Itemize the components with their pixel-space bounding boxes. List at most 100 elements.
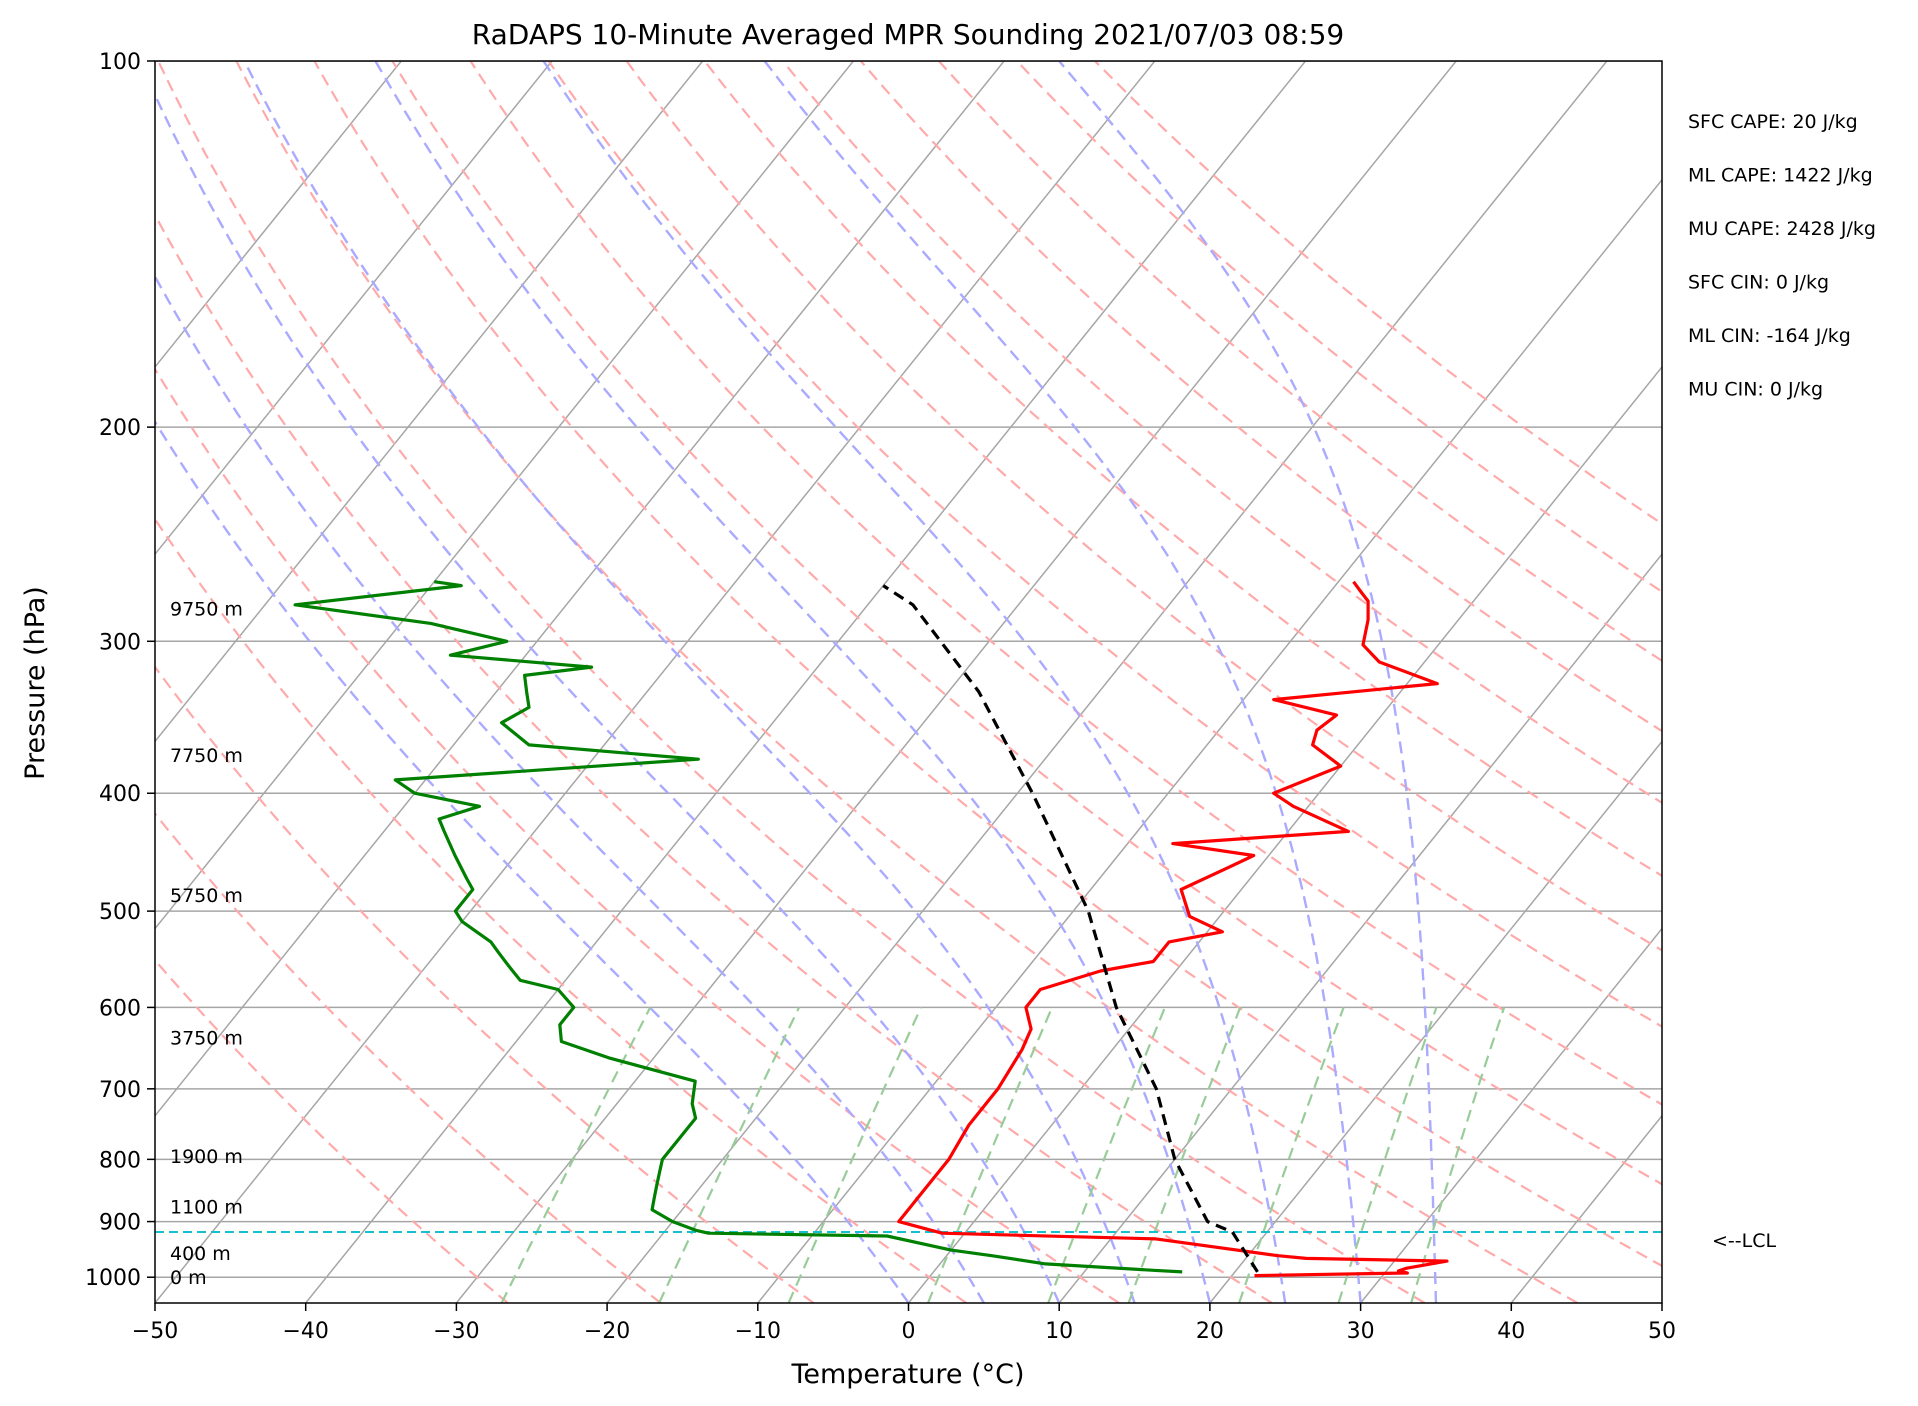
x-tick-label: 20 [1196, 1319, 1224, 1344]
y-tick-label: 900 [99, 1211, 141, 1236]
isotherm-line [455, 61, 1457, 1303]
isotherm-line [1510, 1114, 1662, 1303]
y-tick-label: 200 [99, 416, 141, 441]
moist-adiabat-line [155, 274, 985, 1303]
moist-adiabat-line [374, 61, 1212, 1303]
stability-indices: SFC CAPE: 20 J/kg ML CAPE: 1422 J/kg MU CA… [1688, 111, 1876, 401]
dry-adiabat-line [155, 212, 1273, 1303]
plot-area [155, 61, 1662, 1303]
isotherm-line [757, 178, 1662, 1303]
stat-line: ML CIN: -164 J/kg [1688, 325, 1851, 347]
dry-adiabat-line [1016, 61, 1662, 594]
mixing-ratio-line [1238, 1007, 1345, 1303]
height-label: 400 m [170, 1243, 231, 1265]
isobar-grid [155, 61, 1662, 1278]
moist-adiabats [155, 61, 1438, 1303]
stat-line: SFC CIN: 0 J/kg [1688, 272, 1829, 294]
isotherm-line [606, 61, 1608, 1303]
y-axis-ticks: 100 200 300 400 500 600 700 800 900 1000 [85, 50, 155, 1291]
x-tick-label: 0 [902, 1319, 916, 1344]
y-tick-label: 1000 [85, 1266, 141, 1291]
isotherm-line [155, 61, 704, 743]
x-tick-label: 30 [1347, 1319, 1375, 1344]
dry-adiabat-line [235, 61, 1579, 1303]
mixing-ratio-lines [500, 1006, 1506, 1303]
stat-line: MU CIN: 0 J/kg [1688, 379, 1823, 401]
dry-adiabat-line [625, 61, 1662, 952]
x-tick-label: 10 [1045, 1319, 1073, 1344]
x-tick-label: 40 [1497, 1319, 1525, 1344]
y-axis-label: Pressure (hPa) [20, 586, 51, 780]
mixing-ratio-line [1047, 1006, 1166, 1303]
parcel-profile-line [882, 584, 1259, 1273]
mixing-ratio-line [1410, 1007, 1506, 1303]
isotherm-line [155, 61, 553, 556]
isotherm-line [907, 365, 1662, 1303]
dry-adiabat-line [781, 61, 1662, 805]
x-axis-ticks: −50 −40 −30 −20 −10 0 10 20 30 40 50 [132, 1303, 1676, 1344]
stat-line: ML CAPE: 1422 J/kg [1688, 165, 1873, 187]
y-tick-label: 100 [99, 50, 141, 75]
dry-adiabats [155, 61, 1662, 1303]
isotherm-line [1058, 552, 1662, 1303]
moist-adiabat-line [155, 419, 910, 1303]
dry-adiabat-line [937, 61, 1662, 663]
isotherm-grid [155, 61, 1662, 1303]
y-tick-label: 300 [99, 630, 141, 655]
dry-adiabat-line [313, 61, 1662, 1268]
dry-adiabat-line [155, 665, 815, 1303]
dry-adiabat-line [1094, 61, 1662, 526]
dry-adiabat-line [157, 61, 1426, 1303]
isotherm-line [1661, 1301, 1662, 1303]
temperature-line [897, 580, 1449, 1278]
x-tick-label: −40 [282, 1319, 328, 1344]
y-tick-label: 700 [99, 1078, 141, 1103]
x-tick-label: 50 [1648, 1319, 1676, 1344]
mixing-ratio-line [926, 1006, 1054, 1303]
y-tick-label: 800 [99, 1148, 141, 1173]
height-label: 5750 m [170, 885, 243, 907]
dry-adiabat-line [703, 61, 1662, 878]
mixing-ratio-line [1337, 1007, 1438, 1303]
dry-adiabat-line [859, 61, 1662, 733]
y-tick-label: 600 [99, 996, 141, 1021]
dry-adiabat-line [155, 517, 967, 1303]
height-label: 3750 m [170, 1027, 243, 1049]
height-label: 9750 m [170, 599, 243, 621]
moist-adiabat-line [1058, 61, 1438, 1303]
stat-line: SFC CAPE: 20 J/kg [1688, 111, 1858, 133]
isotherm-line [1360, 927, 1662, 1303]
dry-adiabat-line [155, 958, 509, 1303]
moist-adiabat-line [155, 92, 1061, 1303]
x-tick-label: −20 [584, 1319, 630, 1344]
dry-adiabat-line [547, 61, 1662, 1028]
dry-adiabat-line [469, 61, 1662, 1106]
chart-title: RaDAPS 10-Minute Averaged MPR Sounding 2… [472, 18, 1344, 51]
height-label: 7750 m [170, 745, 243, 767]
sounding-series [293, 580, 1449, 1278]
height-label: 0 m [170, 1267, 207, 1289]
height-labels: 9750 m 7750 m 5750 m 3750 m 1900 m 1100 m 400 … [170, 599, 243, 1290]
lcl-label: <--LCL [1712, 1230, 1776, 1252]
x-tick-label: −50 [132, 1319, 178, 1344]
height-label: 1900 m [170, 1146, 243, 1168]
isotherm-line [1209, 740, 1662, 1303]
dewpoint-line [293, 580, 1183, 1274]
mixing-ratio-line [658, 1006, 800, 1303]
moist-adiabat-line [763, 61, 1362, 1303]
isotherm-line [155, 61, 1005, 1117]
mixing-ratio-line [787, 1006, 923, 1303]
y-tick-label: 400 [99, 782, 141, 807]
x-tick-label: −10 [735, 1319, 781, 1344]
isotherm-line [155, 61, 854, 930]
stat-line: MU CAPE: 2428 J/kg [1688, 218, 1876, 240]
isotherm-line [155, 61, 1156, 1303]
isotherm-line [155, 61, 402, 369]
height-label: 1100 m [170, 1197, 243, 1219]
isotherm-line [305, 61, 1307, 1303]
y-tick-label: 500 [99, 900, 141, 925]
mixing-ratio-line [1127, 1007, 1242, 1303]
mixing-ratio-line [500, 1006, 652, 1303]
x-tick-label: −30 [433, 1319, 479, 1344]
